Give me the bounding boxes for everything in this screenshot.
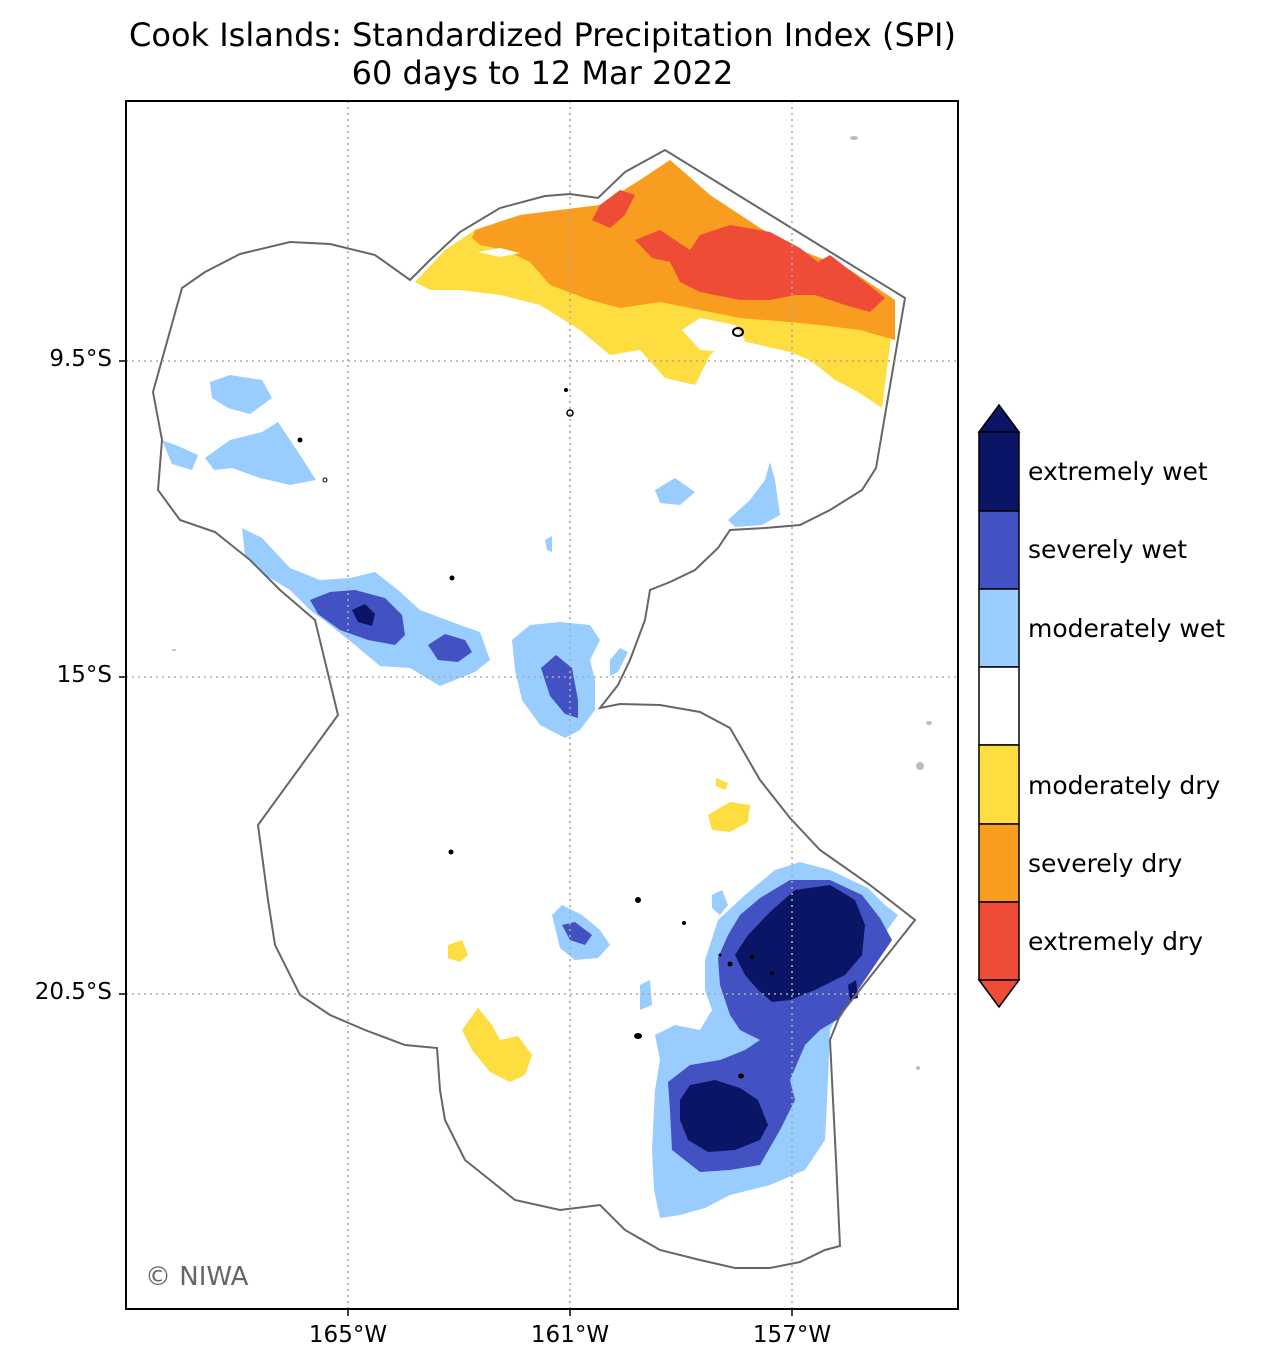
island-aitutaki [635,897,641,903]
island-nassau [322,477,328,483]
extremely-dry-region-north [592,190,635,228]
island-manuae [682,921,686,925]
moderately-wet-south-2 [712,890,728,915]
colorbar-swatch-extremely-dry [978,901,1020,981]
moderately-wet-south-3 [640,980,652,1010]
eez-boundary [151,148,917,1269]
colorbar-swatch-extremely-wet [978,431,1020,512]
lon-tick-label: 165°W [308,1322,388,1348]
title-line-2: 60 days to 12 Mar 2022 [351,54,734,92]
lon-tick-label: 161°W [530,1322,610,1348]
island-atiu [750,955,754,959]
island-rarotonga [634,1033,642,1039]
moderately-wet-patch-7 [610,648,628,676]
severely-wet-south-1 [562,922,592,945]
severely-wet-central [541,655,578,718]
moderately-wet-patch-4 [655,478,695,505]
white-gap-dry-2 [682,318,745,352]
legend-label-moderately-dry: moderately dry [1028,771,1221,800]
moderately-wet-patch-6 [545,536,552,552]
colorbar-triangle-bottom [977,979,1021,1009]
credit-text: © NIWA [145,1262,249,1292]
island-rakahanga [566,409,574,417]
island-manihiki [564,388,568,392]
island-penrhyn [732,327,744,337]
lon-tick-label: 157°W [752,1322,832,1348]
map-frame [125,100,959,1310]
lat-tick-label: 9.5°S [49,346,112,372]
neighbouring-land [172,136,932,1070]
colorbar-swatch-moderately-dry [978,744,1020,825]
island-mitiaro [770,971,774,975]
island-pukapuka [297,437,303,443]
colorbar [977,403,1021,1009]
extremely-wet-south-1 [735,885,865,1002]
moderately-wet-patch-3 [205,422,316,485]
colorbar-swatch-neutral [978,666,1020,746]
title-line-1: Cook Islands: Standardized Precipitation… [129,16,956,54]
moderately-wet-patch-2 [162,440,198,470]
legend-label-extremely-wet: extremely wet [1028,457,1208,486]
lat-tick-label: 15°S [56,662,112,688]
island-mangaia [738,1073,744,1079]
colorbar-triangle-top [977,403,1021,433]
map-area [126,101,958,1309]
legend-label-severely-dry: severely dry [1028,849,1183,878]
colorbar-swatch-severely-dry [978,823,1020,903]
extremely-dry-region-north-2 [635,225,885,312]
extremely-wet-south-2 [680,1080,768,1152]
severely-wet-west-2 [428,634,472,662]
legend-label-extremely-dry: extremely dry [1028,927,1204,956]
island-palmerston [448,849,454,855]
colorbar-swatch-severely-wet [978,510,1020,590]
lat-tick-label: 20.5°S [34,979,112,1005]
island-takutea [727,961,733,967]
map-title: Cook Islands: Standardized Precipitation… [0,16,1085,92]
legend-label-moderately-wet: moderately wet [1028,614,1225,643]
moderately-dry-patch-4 [462,1008,532,1082]
extremely-wet-west-1 [352,604,375,626]
island-suwarrow [449,575,455,581]
island-mauke [718,953,722,957]
moderately-wet-patch-1 [210,375,272,414]
moderately-dry-patch-1 [708,802,750,832]
colorbar-swatch-moderately-wet [978,588,1020,668]
tick-marks [119,360,793,1316]
white-gap-dry [478,248,520,257]
moderately-dry-patch-2 [716,778,728,790]
legend-label-severely-wet: severely wet [1028,535,1188,564]
islands [297,327,774,1079]
moderately-wet-patch-5 [728,462,780,527]
moderately-dry-patch-3 [448,940,468,962]
gridlines [126,101,958,1309]
